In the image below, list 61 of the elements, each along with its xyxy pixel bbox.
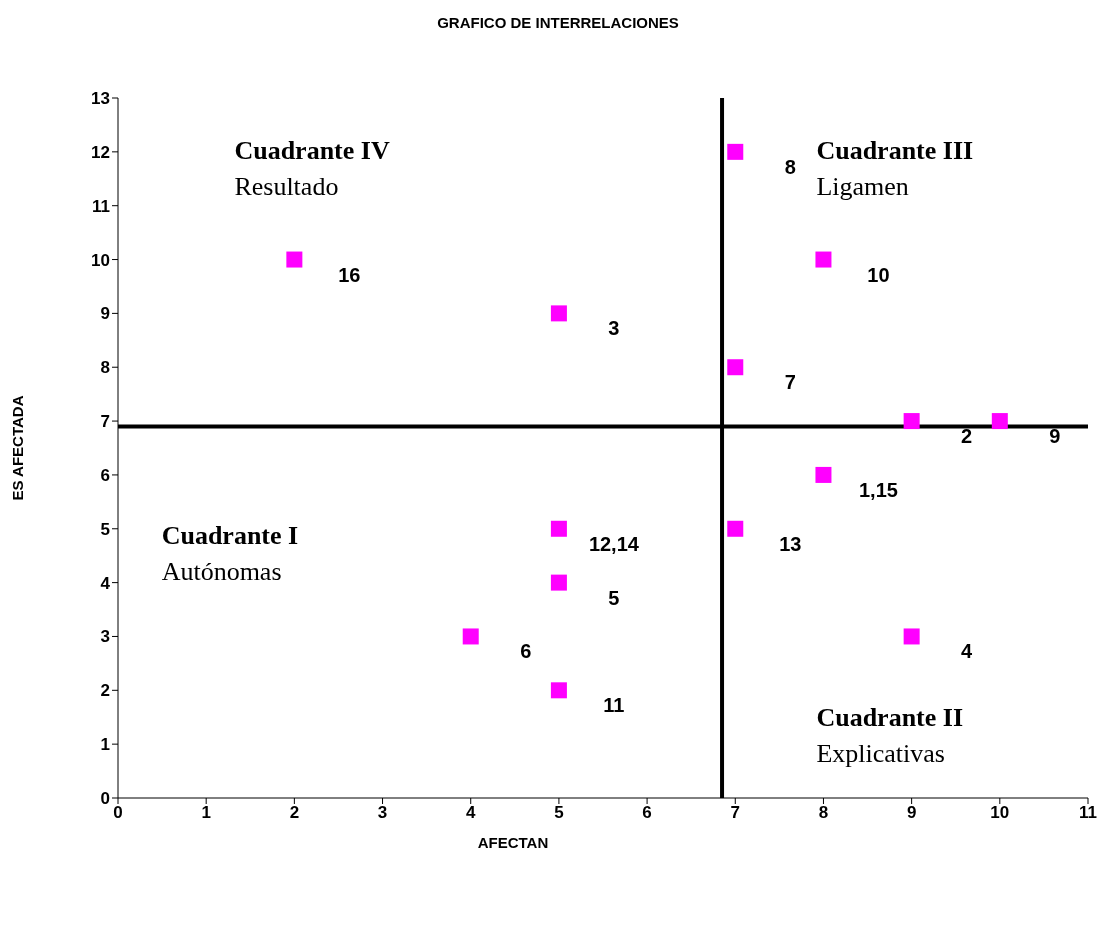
point [815,251,832,268]
point [727,143,744,160]
point [550,520,567,537]
point [903,413,920,430]
x-tick-label: 1 [201,803,211,823]
y-tick-label: 0 [100,789,110,809]
x-tick-label: 9 [906,803,917,823]
x-tick-label: 2 [289,803,300,823]
point [286,251,303,268]
point [462,628,479,645]
annotation: 3 [608,317,620,340]
y-tick-label: 1 [100,735,110,755]
annotation: Cuadrante IV Resultado [234,135,390,203]
annotation: 10 [867,263,890,286]
point [991,413,1008,430]
y-tick-label: 10 [91,250,110,270]
point [550,574,567,591]
x-tick-label: 5 [554,803,564,823]
annotation: 5 [608,586,620,609]
chart-title: GRAFICO DE INTERRELACIONES [436,14,680,31]
y-tick-label: 12 [91,142,110,162]
point [815,466,832,483]
x-tick-label: 10 [990,803,1010,823]
annotation: Cuadrante I Autónomas [161,520,299,588]
point [903,628,920,645]
y-tick-label: 9 [100,304,110,324]
point [727,359,744,376]
x-tick-label: 4 [465,803,476,823]
x-tick-label: 3 [377,803,388,823]
y-tick-label: 13 [91,89,110,109]
annotation: 2 [961,425,973,448]
point [727,520,744,537]
annotation: 16 [338,263,361,286]
annotation: 13 [779,532,802,555]
annotation: Cuadrante III Ligamen [816,135,974,203]
y-tick-label: 6 [100,465,110,485]
y-tick-label: 2 [100,681,110,701]
annotation: 1,15 [858,478,898,501]
point [550,682,567,699]
y-tick-label: 8 [100,358,110,378]
y-tick-label: 11 [92,196,110,216]
point [550,305,567,322]
y-tick-label: 5 [100,519,110,539]
annotation: 11 [603,694,625,717]
annotation: 7 [784,371,796,394]
annotation: 9 [1049,425,1061,448]
annotation: 6 [520,640,532,663]
x-tick-label: 0 [113,803,123,823]
x-tick-label: 6 [642,803,652,823]
x-tick-label: 8 [818,803,829,823]
y-tick-label: 7 [100,412,110,432]
annotation: 8 [784,155,796,178]
x-tick-label: 11 [1079,803,1097,823]
y-tick-label: 4 [100,573,111,593]
annotation: 4 [961,640,974,663]
y-axis-title: ES AFECTADA [9,395,27,501]
y-tick-label: 3 [100,627,110,647]
annotation: Cuadrante II Explicativas [816,702,964,770]
annotation: 12,14 [588,532,640,555]
x-tick-label: 7 [730,803,741,823]
x-axis-title: AFECTAN [477,834,549,851]
